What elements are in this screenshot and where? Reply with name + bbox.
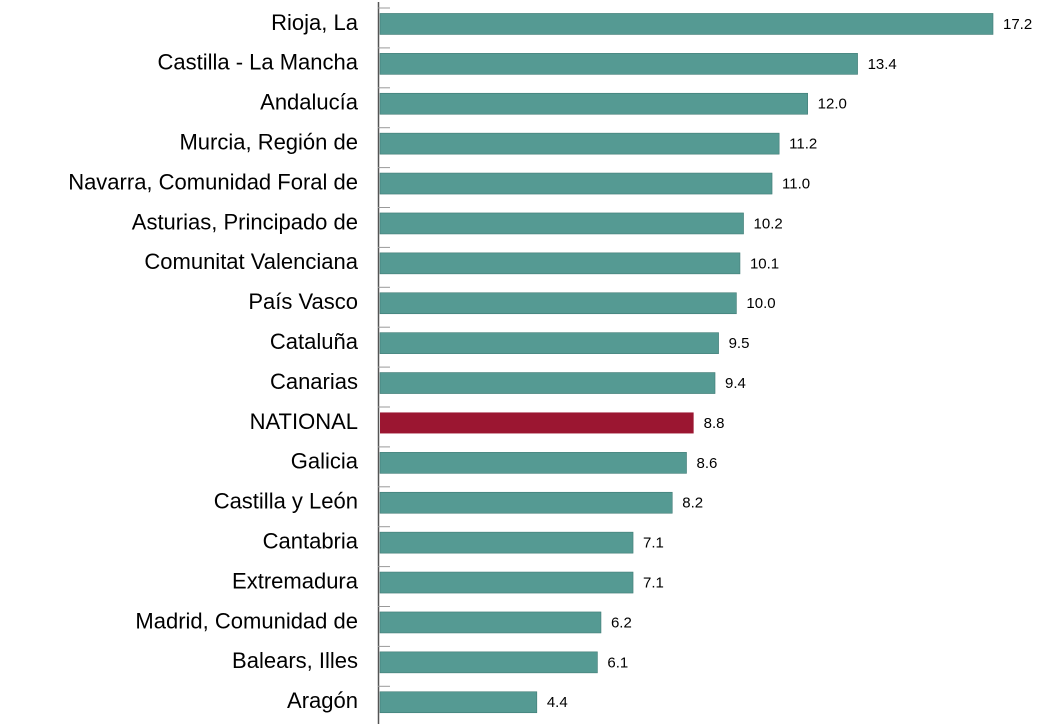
value-label: 10.2: [754, 215, 783, 232]
category-label: Murcia, Región de: [179, 129, 358, 154]
bar: [379, 691, 538, 714]
category-label: País Vasco: [248, 289, 358, 314]
category-label: NATIONAL: [250, 409, 358, 434]
value-label: 6.1: [607, 654, 628, 671]
bar: [379, 372, 716, 394]
category-label: Madrid, Comunidad de: [135, 608, 358, 633]
bar: [379, 252, 741, 275]
bar: [379, 53, 858, 75]
value-label: 9.4: [725, 375, 746, 392]
category-label: Aragón: [287, 688, 358, 713]
value-label: 11.0: [782, 176, 810, 193]
value-label: 4.4: [547, 694, 568, 711]
value-label: 6.2: [611, 614, 632, 631]
value-label: 13.4: [868, 56, 897, 73]
bar: [379, 651, 598, 674]
bar: [379, 172, 773, 195]
bar: [379, 92, 808, 115]
category-label: Rioja, La: [271, 10, 359, 35]
value-label: 17.2: [1003, 16, 1032, 33]
value-label: 12.0: [818, 96, 847, 113]
bar: [379, 491, 673, 514]
category-label: Balears, Illes: [232, 648, 358, 673]
category-label: Castilla y León: [214, 489, 358, 514]
bar: [379, 452, 687, 474]
category-label: Comunitat Valenciana: [144, 249, 358, 274]
value-label: 9.5: [729, 335, 750, 352]
value-label: 10.0: [746, 295, 775, 312]
value-label: 8.6: [697, 455, 718, 472]
bar: [379, 132, 780, 155]
value-label: 7.1: [643, 535, 664, 552]
category-label: Cantabria: [263, 528, 359, 553]
bar: [379, 571, 634, 594]
bar: [380, 412, 694, 434]
bar: [379, 13, 994, 35]
bar: [379, 531, 634, 554]
value-label: 10.1: [750, 255, 779, 272]
category-label: Asturias, Principado de: [132, 209, 358, 234]
bar: [379, 212, 744, 235]
bar: [379, 292, 737, 315]
category-label: Andalucía: [260, 90, 359, 115]
category-label: Canarias: [270, 369, 358, 394]
bar: [379, 611, 602, 634]
value-label: 11.2: [789, 136, 817, 153]
bar: [379, 332, 719, 354]
value-label: 8.2: [682, 495, 703, 512]
category-label: Extremadura: [232, 568, 359, 593]
category-label: Galicia: [291, 449, 359, 474]
category-label: Navarra, Comunidad Foral de: [68, 169, 358, 194]
value-label: 8.8: [704, 415, 725, 432]
category-label: Castilla - La Mancha: [157, 50, 358, 75]
value-label: 7.1: [643, 575, 664, 592]
category-label: Cataluña: [270, 329, 359, 354]
